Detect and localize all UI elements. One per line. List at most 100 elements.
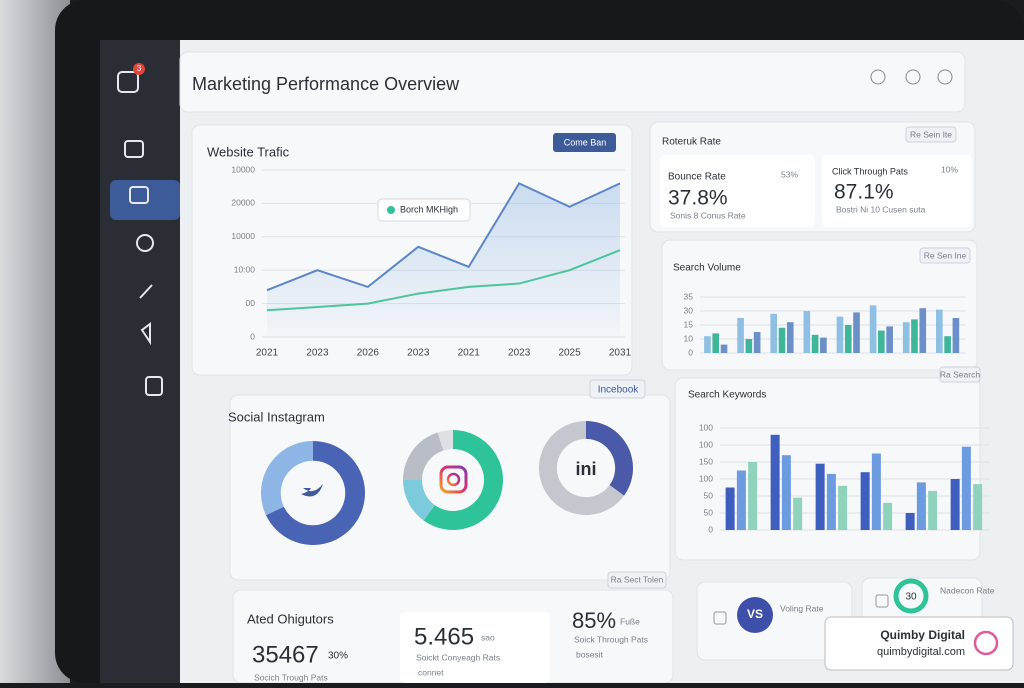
badge-text: VS [747, 607, 763, 621]
header-icon[interactable] [937, 69, 953, 85]
bar [838, 485, 848, 530]
bar [748, 462, 758, 530]
y-tick-label: 100 [699, 439, 713, 449]
badge-count: 3 [137, 64, 142, 73]
instagram-icon [439, 465, 468, 494]
bar [869, 305, 877, 353]
bar [820, 337, 827, 353]
x-tick-label: 2031 [609, 348, 632, 359]
bar [878, 330, 885, 353]
y-tick-label: 100 [699, 422, 713, 432]
y-tick-label: 20000 [231, 198, 255, 208]
button-label: Ra Sect Tolen [611, 574, 664, 584]
donut-segment [437, 430, 453, 451]
metric-note: Socich Trough Pats [254, 672, 328, 682]
y-tick-label: 10000 [231, 231, 255, 241]
nav-icon[interactable] [139, 284, 153, 299]
y-tick-label: 30 [684, 305, 694, 315]
compare-icon [713, 611, 727, 625]
bar [950, 479, 960, 530]
y-tick-label: 10:00 [234, 264, 256, 274]
y-tick-label: 50 [704, 490, 714, 500]
compare-label: Voling Rate [780, 603, 824, 613]
bar [815, 463, 825, 530]
bar [905, 513, 915, 530]
bar [778, 327, 786, 353]
metric-tile [400, 612, 550, 683]
bar [928, 490, 938, 530]
header [179, 51, 966, 113]
button-label: Re Sen Ine [924, 250, 967, 260]
bar [952, 318, 960, 353]
card-title: Website Trafic [207, 144, 290, 159]
nav-icon[interactable] [136, 234, 154, 252]
bar [737, 318, 744, 353]
bar [886, 326, 893, 353]
nav-icon[interactable] [129, 186, 149, 204]
button[interactable] [607, 571, 667, 589]
donut-segment [423, 430, 503, 530]
button[interactable] [905, 126, 957, 143]
y-tick-label: 00 [246, 298, 256, 308]
button-label: Re Sein Ite [910, 129, 952, 139]
y-tick-label: 35 [684, 291, 694, 301]
bar [936, 309, 943, 353]
button[interactable] [553, 133, 616, 152]
bar [781, 455, 791, 530]
button[interactable] [939, 366, 981, 383]
header-icon[interactable] [870, 69, 886, 85]
y-tick-label: 0 [250, 331, 255, 341]
metric-change: sao [481, 632, 495, 642]
bar [720, 344, 728, 353]
metric-value: 35467 [252, 641, 319, 668]
card-title: Roteruk Rate [662, 137, 721, 148]
stat-tile [660, 155, 815, 227]
x-tick-label: 2021 [256, 348, 279, 359]
donut-segment [403, 480, 435, 521]
bar [793, 497, 803, 530]
bar [911, 319, 918, 353]
watermark-name: Quimby Digital [880, 628, 965, 642]
bar [871, 453, 881, 530]
metric-value: 5.465 [414, 623, 474, 650]
donut-segment [261, 441, 313, 516]
stat-label: Click Through Pats [832, 166, 908, 176]
stat-change: 53% [781, 169, 798, 179]
y-tick-label: 15 [684, 319, 694, 329]
nav-icon[interactable] [140, 322, 151, 346]
stat-value: 87.1% [834, 181, 894, 204]
bar [860, 472, 870, 530]
sidebar-active[interactable] [110, 180, 180, 220]
x-tick-label: 2023 [306, 348, 329, 359]
watermark-url: quimbydigital.com [877, 646, 965, 658]
page-title: Marketing Performance Overview [192, 74, 460, 94]
header-icon[interactable] [905, 69, 921, 85]
x-tick-label: 2021 [458, 348, 481, 359]
nav-icon[interactable] [124, 140, 144, 158]
stat-change: 10% [941, 164, 958, 174]
sidebar [100, 40, 180, 683]
compare-label: Nadecon Rate [940, 585, 995, 595]
stat-tile [822, 155, 972, 227]
button[interactable] [589, 379, 646, 399]
nav-icon[interactable] [145, 376, 163, 396]
card-title: Search Keywords [688, 390, 766, 401]
bar [853, 312, 860, 353]
stat-value: 37.8% [668, 187, 728, 210]
button-label: Ra Search [940, 369, 980, 379]
bar [725, 487, 735, 530]
button[interactable] [919, 247, 971, 264]
metric-sub: bosesit [576, 649, 604, 659]
bar [753, 332, 761, 353]
donut-segment [586, 421, 634, 496]
instagram-icon [446, 472, 461, 487]
badge-text: 30 [905, 592, 917, 603]
stat-note: Sonis 8 Conus Rate [670, 210, 746, 220]
bar [704, 336, 711, 353]
button-label: Incebook [598, 385, 640, 396]
tooltip [377, 198, 471, 222]
bar [770, 434, 780, 530]
line [266, 249, 621, 312]
logo-icon[interactable] [117, 71, 139, 93]
